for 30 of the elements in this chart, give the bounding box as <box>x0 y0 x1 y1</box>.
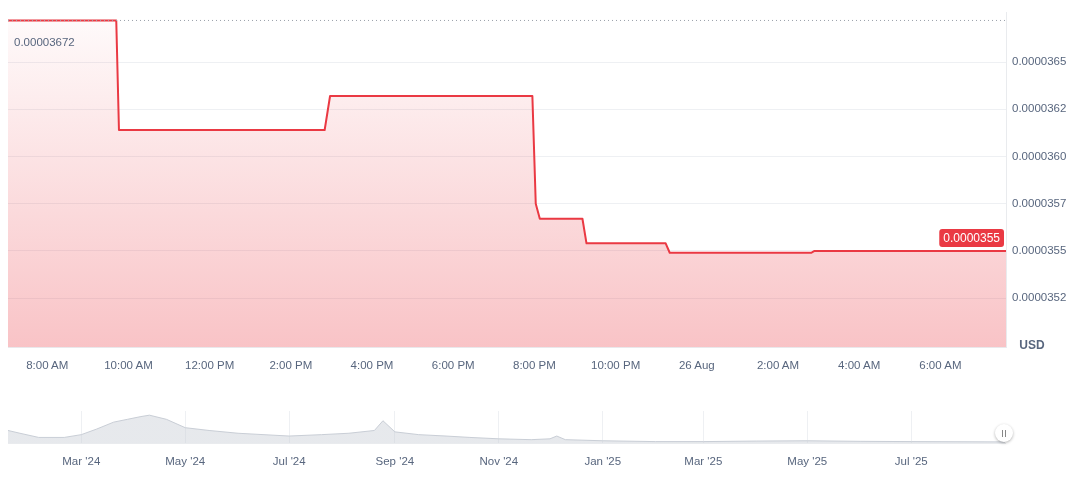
x-tick-label: Mar '24 <box>62 455 101 468</box>
y-tick-label: 0.0000352 <box>1012 291 1067 304</box>
x-tick-label: Jul '24 <box>272 455 307 468</box>
y-tick-label: 0.0000360 <box>1012 149 1067 162</box>
x-tick-label: 6:00 PM <box>431 359 475 372</box>
x-tick-label: 4:00 PM <box>350 359 394 372</box>
x-tick-label: Jul '25 <box>894 455 928 468</box>
x-tick-label: 26 Aug <box>678 359 715 372</box>
x-tick-label: Sep '24 <box>375 455 415 468</box>
annotation: 0.0000355 <box>943 231 1001 246</box>
x-tick-label: May '24 <box>165 455 206 468</box>
x-tick-label: Nov '24 <box>479 455 519 468</box>
x-tick-label: 10:00 AM <box>104 359 153 372</box>
x-tick-label: 4:00 AM <box>838 359 881 372</box>
x-tick-label: 10:00 PM <box>590 359 641 372</box>
x-tick-label: 8:00 PM <box>512 359 556 372</box>
y-tick-label: 0.0000357 <box>1012 196 1067 209</box>
y-tick-label: 0.0000362 <box>1012 102 1067 115</box>
x-tick-label: May '25 <box>787 455 828 468</box>
y-tick-label: 0.0000365 <box>1012 55 1067 68</box>
x-tick-label: 2:00 PM <box>269 359 313 372</box>
y-tick-label: 0.0000355 <box>1012 244 1067 257</box>
x-tick-label: 12:00 PM <box>185 359 235 372</box>
y-axis-title: USD <box>1019 337 1045 352</box>
x-tick-label: Jan '25 <box>584 455 622 468</box>
x-tick-label: 8:00 AM <box>26 359 69 372</box>
ref-line-label: 0.00003672 <box>14 35 75 48</box>
x-tick-label: Mar '25 <box>684 455 723 468</box>
x-tick-label: 6:00 AM <box>919 359 962 372</box>
x-tick-label: 2:00 AM <box>756 359 800 372</box>
